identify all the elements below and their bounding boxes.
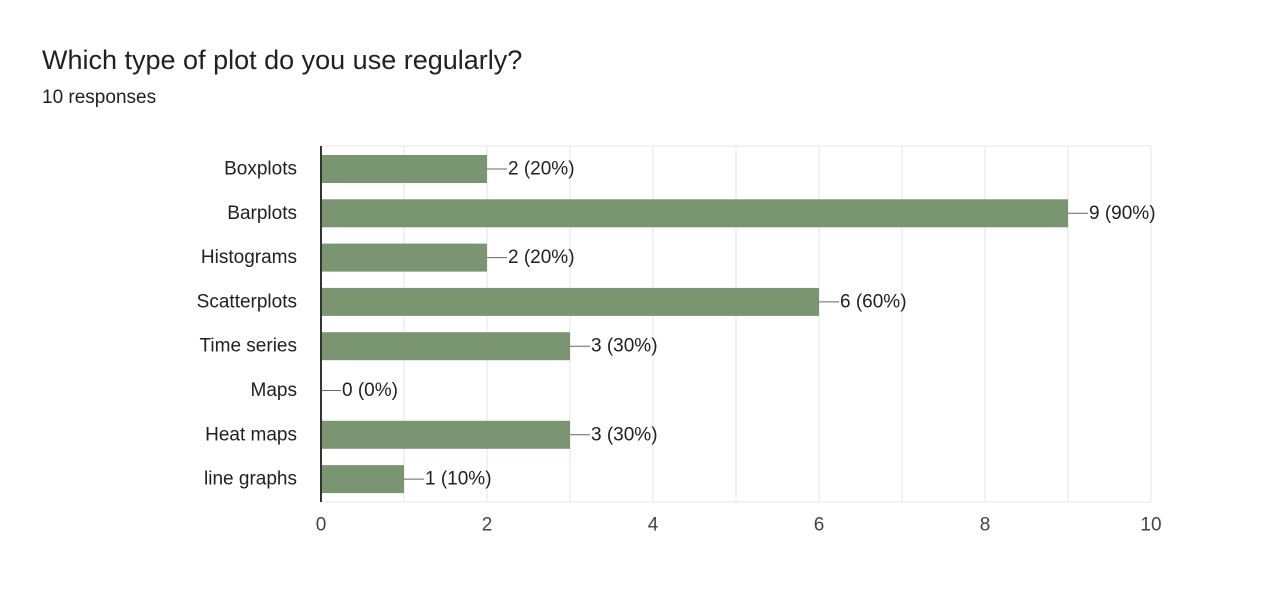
category-label: Barplots — [227, 203, 297, 224]
category-label: Time series — [200, 336, 297, 357]
category-label: Heat maps — [205, 424, 297, 445]
bar-line-graphs — [321, 465, 404, 494]
chart-axes: 0 2 4 6 8 10 — [316, 146, 1162, 536]
data-label: 0 (0%) — [342, 380, 398, 401]
chart-labels: 2 (20%) Boxplots 9 (90%) Barplots 2 (20%) His… — [197, 159, 1156, 490]
x-tick-label: 10 — [1140, 515, 1161, 536]
bar-histograms — [321, 243, 487, 272]
bar-barplots — [321, 199, 1068, 228]
data-label: 2 (20%) — [508, 247, 575, 268]
category-label: Histograms — [201, 247, 297, 268]
data-label: 2 (20%) — [508, 159, 575, 180]
x-tick-label: 0 — [316, 515, 327, 536]
category-label: line graphs — [204, 469, 297, 490]
data-label: 9 (90%) — [1089, 203, 1156, 224]
category-label: Boxplots — [224, 159, 297, 180]
x-tick-label: 4 — [648, 515, 659, 536]
data-label: 3 (30%) — [591, 424, 658, 445]
x-tick-label: 6 — [814, 515, 825, 536]
category-label: Scatterplots — [197, 291, 297, 312]
bar-heat-maps — [321, 420, 570, 449]
x-tick-label: 8 — [980, 515, 991, 536]
data-label: 3 (30%) — [591, 336, 658, 357]
data-label: 1 (10%) — [425, 469, 492, 490]
bar-scatterplots — [321, 287, 819, 316]
response-count: 10 responses — [42, 87, 157, 108]
x-tick-label: 2 — [482, 515, 493, 536]
data-label: 6 (60%) — [840, 291, 907, 312]
category-label: Maps — [251, 380, 297, 401]
chart-bars — [321, 155, 1068, 494]
question-title: Which type of plot do you use regularly? — [42, 45, 523, 75]
bar-time-series — [321, 332, 570, 361]
bar-boxplots — [321, 155, 487, 183]
